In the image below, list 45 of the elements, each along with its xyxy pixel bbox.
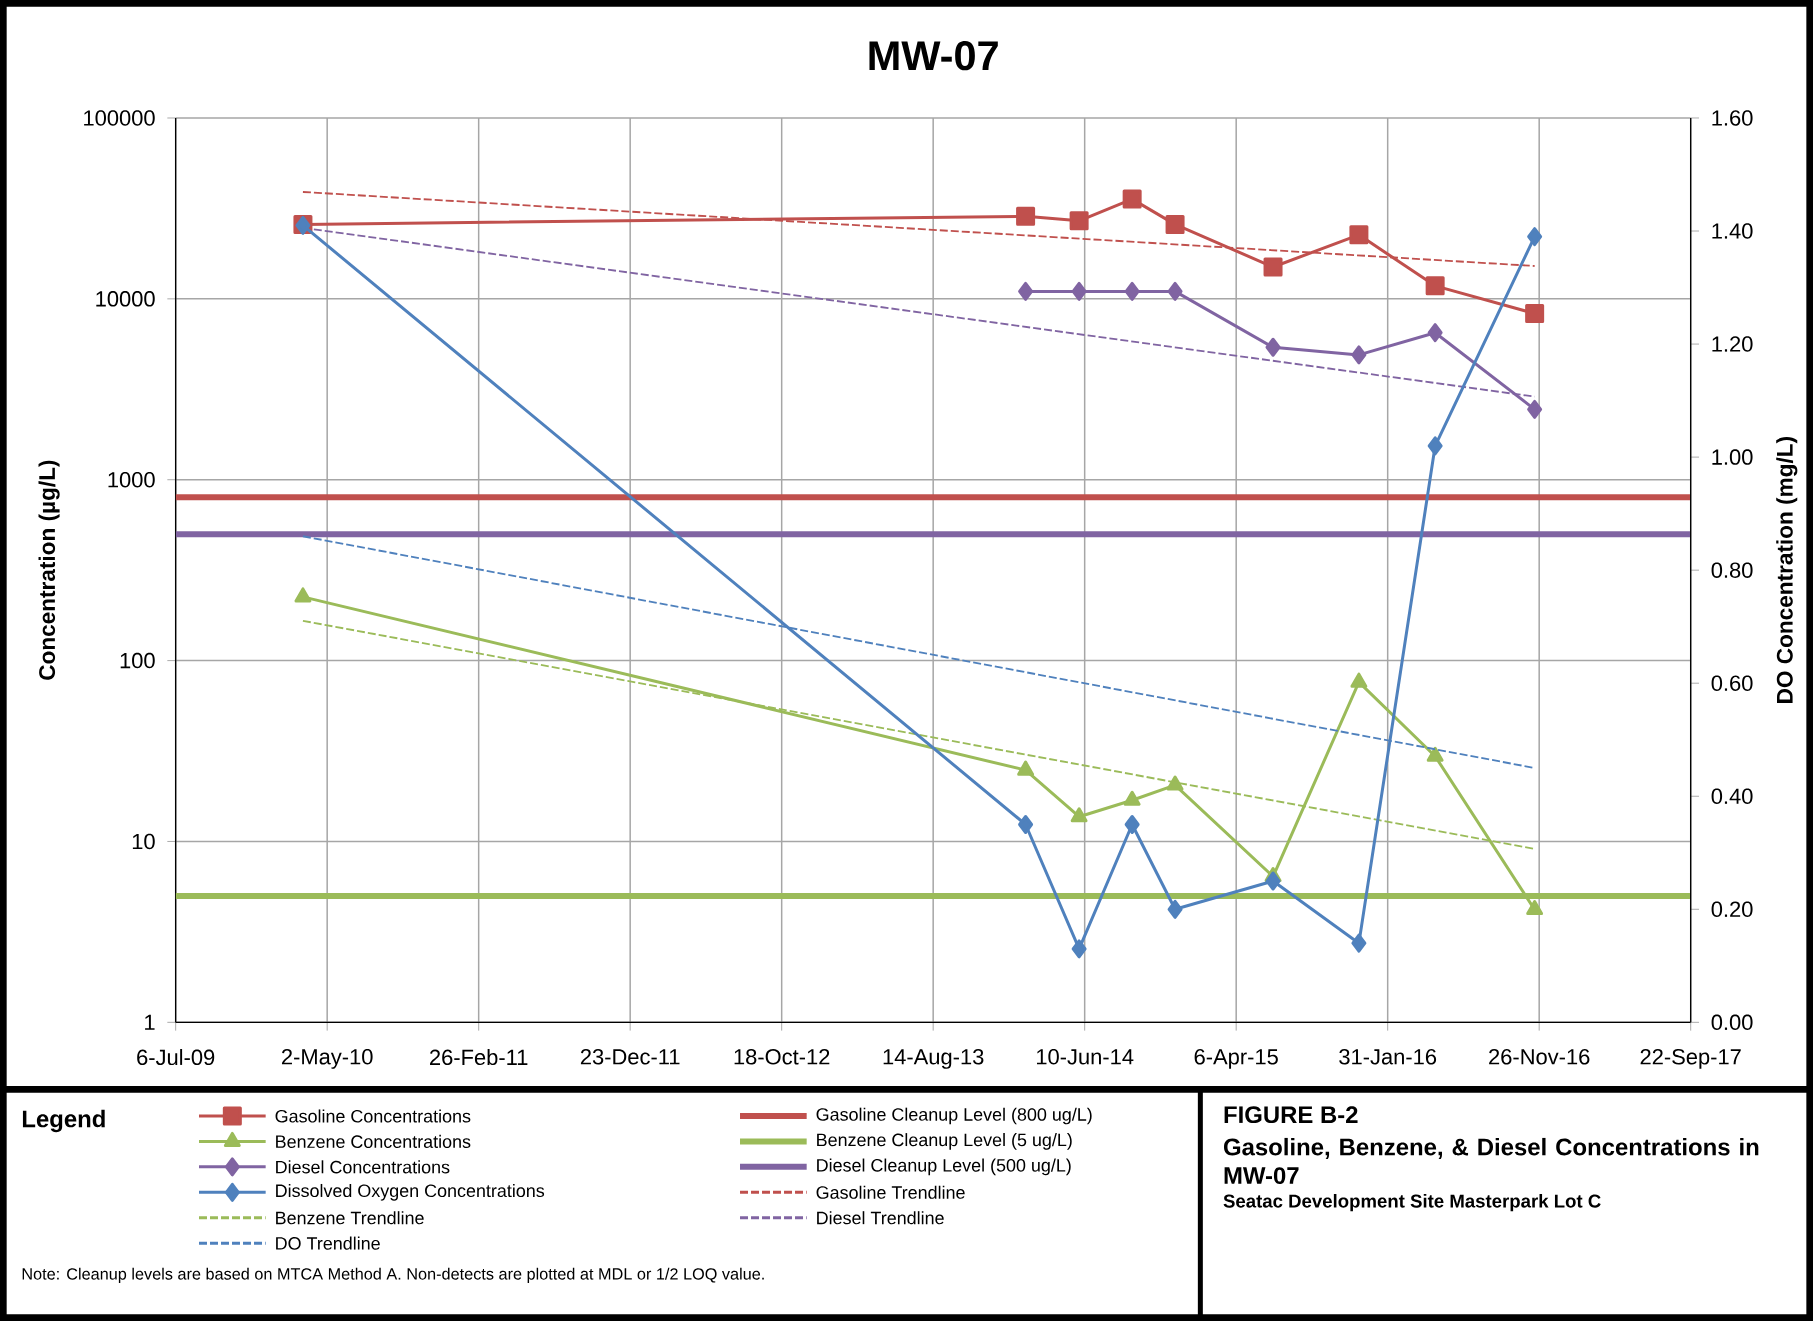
x-tick-label: 26-Nov-16 [1489,1049,1590,1065]
y-tick-label: 10 [132,833,155,850]
x-tick-label: 22-Sep-17 [1640,1049,1741,1069]
text: Note: Cleanup levels are based on MTCA Method A. Non-detects are plotted at MDL or 1/2 LOQ value. [22,1267,764,1283]
y-tick-label: 100000 [84,110,155,126]
x-tick-label: 14-Aug-13 [883,1049,984,1069]
y-axis-title: Concentration (µg/L) [38,460,60,680]
y2-tick-label: 1.60 [1712,110,1753,126]
legend-label: Gasoline Trendline [816,1185,965,1199]
y-tick-label: 100 [120,652,155,669]
y2-axis-title: DO Concentration (mg/L) [1776,437,1798,703]
legend-label: Benzene Cleanup Level (5 ug/L) [817,1133,1072,1150]
legend-label: Diesel Trendline [817,1211,944,1225]
x-tick-label: 26-Feb-11 [430,1049,528,1066]
x-tick-label: 6-Apr-15 [1194,1049,1278,1069]
y2-tick-label: 0.20 [1711,901,1753,918]
y-tick-label: 1 [145,1014,155,1030]
y2-tick-label: 1.00 [1712,449,1753,465]
y2-tick-label: 0.00 [1711,1014,1753,1031]
x-tick-label: 6-Jul-09 [137,1049,215,1066]
y2-tick-label: 0.80 [1711,562,1753,578]
y2-tick-label: 0.60 [1711,675,1753,691]
legend-label: Gasoline Concentrations [275,1109,471,1123]
x-tick-label: 10-Jun-14 [1037,1049,1134,1065]
x-tick-label: 2-May-10 [281,1049,373,1069]
legend-label: DO Trendline [276,1236,380,1250]
x-tick-label: 18-Oct-12 [734,1049,830,1065]
chart-title: MW-07 [869,40,998,71]
legend-label: Dissolved Oxygen Concentrations [276,1183,545,1201]
legend-title: Legend [22,1109,105,1133]
y-tick-label: 10000 [96,291,155,307]
y2-tick-label: 1.40 [1712,223,1753,239]
legend-label: Benzene Concentrations [276,1134,471,1148]
y2-tick-label: 1.20 [1712,336,1753,352]
legend-label: Diesel Concentrations [276,1160,450,1174]
text: Seatac Development Site Masterpark Lot C [1223,1193,1601,1212]
x-tick-label: 23-Dec-11 [580,1049,680,1065]
y-tick-label: 1000 [108,471,155,488]
legend-label: Diesel Cleanup Level (500 ug/L) [817,1158,1071,1176]
legend-label: Benzene Trendline [276,1211,424,1225]
y2-tick-label: 0.40 [1711,788,1753,804]
x-tick-label: 31-Jan-16 [1339,1049,1437,1065]
legend-label: Gasoline Cleanup Level (800 ug/L) [816,1107,1092,1125]
text: FIGURE B-2 [1224,1106,1358,1124]
text: Gasoline, Benzene, & Diesel Concentrations in MW-07 [1224,1137,1759,1185]
